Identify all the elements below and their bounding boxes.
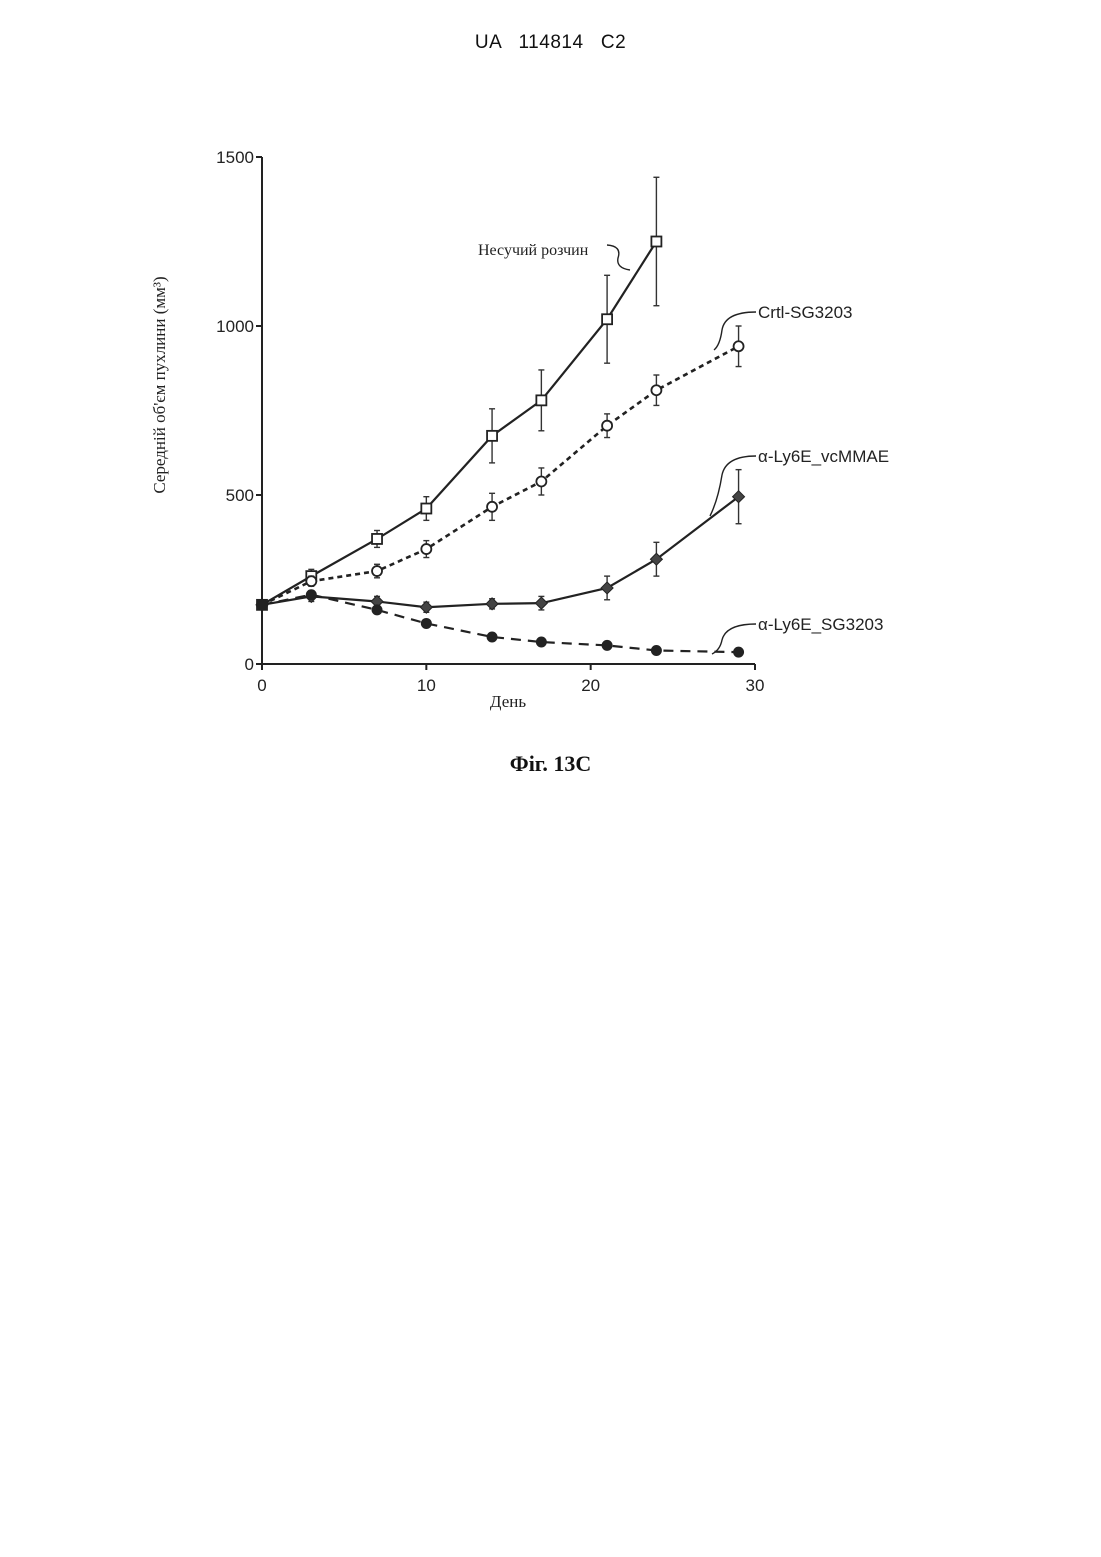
data-point <box>651 645 661 655</box>
data-point <box>536 637 546 647</box>
data-point <box>487 632 497 642</box>
data-point <box>734 341 744 351</box>
data-point <box>306 590 316 600</box>
data-point <box>487 502 497 512</box>
figure-caption: Фіг. 13C <box>0 751 1101 777</box>
series-label: Crtl-SG3203 <box>758 303 852 322</box>
data-point <box>306 576 316 586</box>
series-label: α-Ly6E_SG3203 <box>758 615 883 634</box>
series-label-group: α-Ly6E_vcMMAE <box>710 447 889 516</box>
data-point <box>536 476 546 486</box>
data-point <box>651 385 661 395</box>
y-tick-label: 1000 <box>216 317 254 336</box>
y-axis-title: Середній об'єм пухлини (мм³) <box>150 276 169 493</box>
data-point <box>420 601 432 613</box>
series-3 <box>257 590 744 657</box>
x-tick-label: 30 <box>746 676 765 695</box>
leader-line <box>607 245 630 270</box>
data-point <box>421 504 431 514</box>
x-tick-label: 10 <box>417 676 436 695</box>
data-point <box>487 431 497 441</box>
tumor-volume-line-chart: 0 500 1000 1500 0 10 20 30 День Середній об'єм пу… <box>0 0 1101 745</box>
y-tick-label: 500 <box>226 486 254 505</box>
data-point <box>535 597 547 609</box>
x-tick-label: 0 <box>257 676 266 695</box>
series-label: Несучий розчин <box>478 242 589 259</box>
x-axis-title: День <box>490 692 526 711</box>
series-labels: Несучий розчин Crtl-SG3203 α-Ly6E_vcMMAE α-… <box>478 242 889 654</box>
series-line <box>262 346 739 605</box>
series-line <box>262 242 656 605</box>
data-point <box>421 618 431 628</box>
data-point <box>601 582 613 594</box>
y-tick-label: 1500 <box>216 148 254 167</box>
leader-line <box>710 456 756 516</box>
data-point <box>734 647 744 657</box>
x-tick-label: 20 <box>581 676 600 695</box>
data-point <box>602 640 612 650</box>
y-tick-label: 0 <box>245 655 254 674</box>
series-label: α-Ly6E_vcMMAE <box>758 447 889 466</box>
data-point <box>372 534 382 544</box>
data-point <box>651 237 661 247</box>
series-line <box>262 497 739 608</box>
data-point <box>372 566 382 576</box>
data-point <box>536 395 546 405</box>
chart-axes: 0 500 1000 1500 0 10 20 30 День Середній об'єм пу… <box>150 148 764 711</box>
data-point <box>421 544 431 554</box>
series-label-group: Несучий розчин <box>478 242 630 270</box>
data-point <box>486 598 498 610</box>
series-2 <box>256 470 745 614</box>
series-0 <box>257 177 661 610</box>
data-point <box>602 421 612 431</box>
data-point <box>257 600 267 610</box>
series-1 <box>257 326 744 610</box>
data-point <box>602 314 612 324</box>
data-point <box>372 605 382 615</box>
